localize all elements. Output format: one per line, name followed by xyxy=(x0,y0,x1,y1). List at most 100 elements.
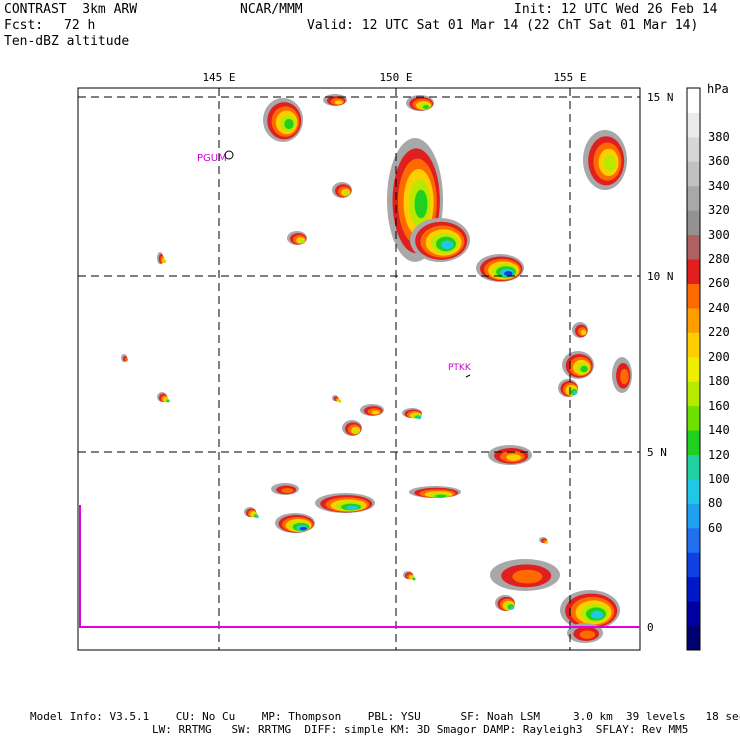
colorbar-level-label: 260 xyxy=(708,276,730,291)
cloud-echo xyxy=(284,118,294,130)
colorbar-level-label: 60 xyxy=(708,520,723,535)
colorbar-swatch xyxy=(687,405,700,431)
colorbar-swatch xyxy=(687,478,700,504)
cloud-echo xyxy=(441,240,454,250)
colorbar-level-label: 280 xyxy=(708,252,730,267)
cloud-echo xyxy=(580,365,588,373)
colorbar-swatch xyxy=(687,430,700,456)
guam-island xyxy=(224,150,234,160)
lat-label-15n: 15 N xyxy=(647,91,674,104)
station-pgum: PGUM xyxy=(197,153,227,164)
cloud-echo xyxy=(344,191,350,196)
colorbar-swatch xyxy=(687,185,700,211)
station-ptkk: PTKK xyxy=(448,363,472,373)
lat-label-5n: 5 N xyxy=(647,446,667,459)
forecast-hour: 72 h xyxy=(64,18,96,33)
colorbar-swatch xyxy=(687,88,700,113)
cloud-echo xyxy=(281,488,294,494)
cloud-echo xyxy=(354,429,360,434)
cloud-echo xyxy=(124,357,128,362)
colorbar-swatch xyxy=(687,283,700,309)
cloud-echo xyxy=(510,606,515,610)
reflectivity-field xyxy=(121,94,632,643)
colorbar-level-label: 240 xyxy=(708,300,730,315)
lat-label-10n: 10 N xyxy=(647,270,674,283)
map-frame xyxy=(77,87,641,651)
cloud-echo xyxy=(255,515,259,519)
footer-model-info: Model Info: V3.5.1 CU: No Cu MP: Thompso… xyxy=(30,710,740,723)
colorbar-level-label: 220 xyxy=(708,325,730,340)
cloud-echo xyxy=(422,105,430,109)
cloud-echo xyxy=(338,399,342,403)
cloud-echo xyxy=(435,494,447,498)
colorbar xyxy=(686,87,701,651)
organization: NCAR/MMM xyxy=(240,2,303,17)
colorbar-swatch xyxy=(687,307,700,333)
colorbar-swatch xyxy=(687,210,700,236)
colorbar-level-label: 80 xyxy=(708,496,723,511)
colorbar-level-label: 120 xyxy=(708,447,730,462)
cloud-echo xyxy=(545,540,549,544)
cloud-echo xyxy=(163,259,167,263)
colorbar-swatch xyxy=(687,527,700,553)
chuuk-island xyxy=(465,374,471,378)
cloud-echo xyxy=(591,610,604,619)
cloud-echo xyxy=(580,329,587,336)
cloud-echo xyxy=(299,526,307,531)
colorbar-frame xyxy=(686,87,701,651)
colorbar-level-label: 360 xyxy=(708,154,730,169)
cloud-echo xyxy=(573,391,578,395)
colorbar-swatch xyxy=(687,161,700,187)
init-time: Init: 12 UTC Wed 26 Feb 14 xyxy=(514,2,718,17)
cloud-echo xyxy=(371,410,380,415)
colorbar-swatch xyxy=(687,625,700,651)
colorbar-swatch xyxy=(687,332,700,358)
cloud-echo xyxy=(512,569,543,584)
colorbar-level-label: 160 xyxy=(708,398,730,413)
domain-boundary xyxy=(79,505,640,628)
colorbar-swatch xyxy=(687,112,700,138)
cloud-echo xyxy=(412,577,416,581)
forecast-label: Fcst: xyxy=(4,18,44,33)
cloud-echo xyxy=(620,368,629,385)
colorbar-swatch xyxy=(687,601,700,627)
cloud-echo xyxy=(299,239,305,244)
cloud-echo xyxy=(506,454,521,461)
colorbar-swatch xyxy=(687,503,700,529)
field-name: Ten-dBZ altitude xyxy=(4,34,130,49)
colorbar-swatch xyxy=(687,356,700,382)
lat-label-0: 0 xyxy=(647,621,654,634)
colorbar-swatch xyxy=(687,552,700,578)
lon-label-155: 155 E xyxy=(553,71,586,84)
colorbar-swatch xyxy=(687,136,700,162)
colorbar-swatch xyxy=(687,259,700,284)
colorbar-level-label: 180 xyxy=(708,374,730,389)
model-title: CONTRAST 3km ARW xyxy=(4,2,138,17)
valid-time: Valid: 12 UTC Sat 01 Mar 14 (22 ChT Sat … xyxy=(307,18,699,33)
footer-physics-info: LW: RRTMG SW: RRTMG DIFF: simple KM: 3D … xyxy=(152,723,689,736)
colorbar-level-label: 380 xyxy=(708,129,730,144)
cloud-echo xyxy=(579,630,596,639)
colorbar-unit: hPa xyxy=(707,82,729,96)
colorbar-level-label: 340 xyxy=(708,178,730,193)
cloud-echo xyxy=(504,271,513,277)
colorbar-level-label: 100 xyxy=(708,471,730,486)
colorbar-swatch xyxy=(687,576,700,602)
colorbar-swatch xyxy=(687,381,700,407)
colorbar-swatch xyxy=(687,234,700,260)
colorbar-swatch xyxy=(687,454,700,480)
cloud-echo xyxy=(603,155,616,172)
cloud-echo xyxy=(334,100,343,105)
lon-label-145: 145 E xyxy=(202,71,235,84)
cloud-echo xyxy=(346,505,359,510)
cloud-echo xyxy=(417,416,422,420)
latlon-grid xyxy=(78,88,640,650)
colorbar-level-label: 200 xyxy=(708,349,730,364)
map-figure: 145 E 150 E 155 E 15 N 10 N 5 N 0 PGUM P… xyxy=(77,71,701,651)
colorbar-level-label: 300 xyxy=(708,227,730,242)
cloud-echo xyxy=(166,399,170,403)
colorbar-level-label: 140 xyxy=(708,423,730,438)
lon-label-150: 150 E xyxy=(379,71,412,84)
colorbar-level-label: 320 xyxy=(708,203,730,218)
cloud-echo xyxy=(414,189,428,219)
